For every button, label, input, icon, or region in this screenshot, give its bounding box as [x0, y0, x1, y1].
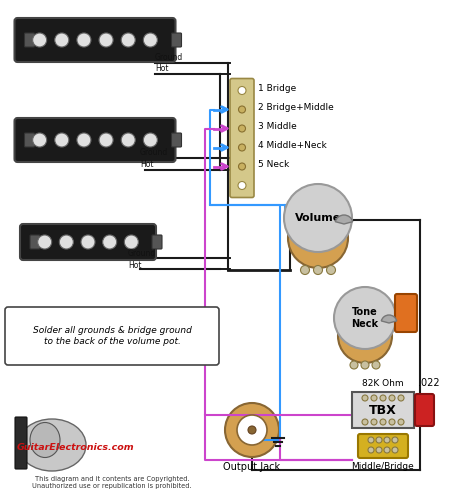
Circle shape — [238, 163, 246, 170]
Circle shape — [37, 235, 52, 249]
Text: Hot: Hot — [155, 64, 168, 73]
Text: .022: .022 — [418, 378, 439, 388]
Circle shape — [33, 133, 46, 147]
Wedge shape — [381, 315, 397, 323]
Text: Ground: Ground — [155, 53, 183, 62]
Circle shape — [288, 208, 348, 268]
Circle shape — [225, 403, 279, 457]
FancyBboxPatch shape — [415, 394, 434, 426]
FancyBboxPatch shape — [395, 294, 417, 332]
Circle shape — [124, 235, 138, 249]
Text: Solder all grounds & bridge ground
to the back of the volume pot.: Solder all grounds & bridge ground to th… — [33, 326, 191, 346]
Circle shape — [313, 265, 322, 275]
Circle shape — [368, 437, 374, 443]
Circle shape — [362, 395, 368, 401]
Text: This diagram and it contents are Copyrighted.
Unauthorized use or republication : This diagram and it contents are Copyrig… — [32, 476, 192, 489]
Circle shape — [77, 133, 91, 147]
Circle shape — [371, 395, 377, 401]
Text: TBX: TBX — [369, 403, 397, 416]
Circle shape — [238, 182, 246, 190]
Text: 3 Middle: 3 Middle — [258, 122, 297, 131]
Circle shape — [238, 125, 246, 132]
Text: Hot: Hot — [128, 261, 142, 270]
Circle shape — [81, 235, 95, 249]
FancyBboxPatch shape — [15, 18, 175, 62]
Circle shape — [338, 309, 392, 363]
Circle shape — [59, 235, 73, 249]
FancyBboxPatch shape — [172, 133, 182, 147]
Circle shape — [334, 287, 396, 349]
Circle shape — [350, 361, 358, 369]
Circle shape — [99, 33, 113, 47]
Circle shape — [121, 33, 135, 47]
Circle shape — [384, 447, 390, 453]
Circle shape — [77, 33, 91, 47]
Circle shape — [143, 133, 157, 147]
Circle shape — [371, 419, 377, 425]
Bar — [352, 392, 414, 428]
Text: GuitarElectronics.com: GuitarElectronics.com — [16, 444, 134, 452]
Text: 5 Neck: 5 Neck — [258, 160, 289, 169]
Circle shape — [384, 437, 390, 443]
Circle shape — [238, 87, 246, 95]
FancyBboxPatch shape — [5, 307, 219, 365]
Circle shape — [376, 437, 382, 443]
Circle shape — [389, 395, 395, 401]
Circle shape — [248, 426, 256, 434]
Circle shape — [327, 265, 336, 275]
Circle shape — [361, 361, 369, 369]
Circle shape — [99, 133, 113, 147]
Circle shape — [372, 361, 380, 369]
Circle shape — [398, 419, 404, 425]
Circle shape — [368, 447, 374, 453]
Ellipse shape — [30, 423, 60, 457]
Text: Hot: Hot — [140, 160, 154, 169]
FancyBboxPatch shape — [172, 33, 182, 47]
Circle shape — [143, 33, 157, 47]
Circle shape — [55, 133, 69, 147]
Circle shape — [238, 144, 246, 151]
Circle shape — [237, 415, 267, 445]
FancyBboxPatch shape — [20, 224, 156, 260]
Wedge shape — [335, 215, 353, 224]
Circle shape — [389, 419, 395, 425]
FancyBboxPatch shape — [25, 133, 35, 147]
Circle shape — [362, 419, 368, 425]
Circle shape — [380, 419, 386, 425]
FancyBboxPatch shape — [25, 33, 35, 47]
Circle shape — [380, 395, 386, 401]
Text: Middle/Bridge: Middle/Bridge — [352, 462, 414, 471]
Circle shape — [55, 33, 69, 47]
Text: 4 Middle+Neck: 4 Middle+Neck — [258, 141, 327, 150]
Text: 82K Ohm: 82K Ohm — [362, 379, 404, 388]
Circle shape — [301, 265, 310, 275]
Text: Output Jack: Output Jack — [223, 462, 281, 472]
Circle shape — [398, 395, 404, 401]
FancyBboxPatch shape — [30, 235, 40, 249]
FancyBboxPatch shape — [358, 434, 408, 458]
FancyBboxPatch shape — [230, 79, 254, 198]
Circle shape — [392, 447, 398, 453]
Circle shape — [238, 106, 246, 113]
Text: 2 Bridge+Middle: 2 Bridge+Middle — [258, 103, 334, 112]
FancyBboxPatch shape — [15, 417, 27, 469]
Circle shape — [376, 447, 382, 453]
FancyBboxPatch shape — [15, 118, 175, 162]
Circle shape — [284, 184, 352, 252]
Circle shape — [392, 437, 398, 443]
Text: Ground: Ground — [128, 249, 156, 258]
Circle shape — [103, 235, 117, 249]
Circle shape — [121, 133, 135, 147]
Text: Ground: Ground — [140, 148, 168, 157]
Text: Volume: Volume — [295, 213, 341, 223]
Text: 1 Bridge: 1 Bridge — [258, 84, 296, 93]
Circle shape — [33, 33, 46, 47]
Ellipse shape — [18, 419, 86, 471]
FancyBboxPatch shape — [152, 235, 162, 249]
Text: Tone
Neck: Tone Neck — [351, 307, 379, 329]
